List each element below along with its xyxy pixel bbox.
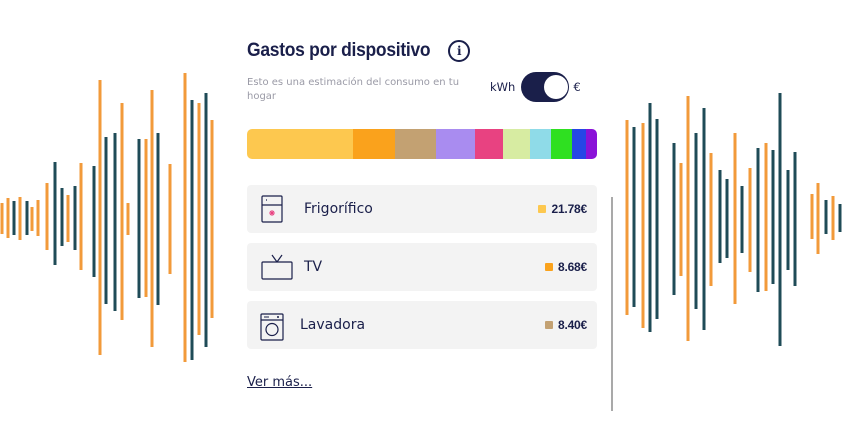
unit-toggle-switch[interactable] [521, 72, 570, 102]
device-row-washing-machine[interactable]: Lavadora 8.40€ [247, 301, 597, 349]
device-name: Frigorífico [304, 201, 373, 217]
device-value: 8.40€ [544, 318, 587, 332]
bar-segment-6 [503, 129, 530, 159]
page-title: Gastos por dispositivo [247, 40, 431, 61]
bar-segment-8 [551, 129, 573, 159]
device-name: TV [304, 259, 323, 275]
device-row-tv[interactable]: TV 8.68€ [247, 243, 597, 291]
euro-label: € [573, 80, 581, 94]
subtitle: Esto es una estimación del consumo en tu… [247, 77, 460, 102]
bar-segment-10 [586, 129, 597, 159]
scrollbar[interactable] [611, 197, 613, 411]
consumption-bar [247, 129, 597, 159]
device-expenses-card: Gastos por dispositivo i Esto es una est… [247, 30, 607, 112]
device-value: 21.78€ [538, 202, 587, 216]
device-list: Frigorífico 21.78€ TV 8.68€ Lavadora 8 [247, 185, 597, 359]
device-cost: 21.78€ [551, 202, 587, 216]
toggle-knob [544, 75, 569, 99]
device-row-fridge[interactable]: Frigorífico 21.78€ [247, 185, 597, 233]
color-swatch [538, 205, 547, 213]
bar-segment-1 [247, 129, 354, 159]
device-cost: 8.40€ [557, 318, 587, 332]
unit-toggle-group: kWh € [490, 72, 581, 102]
bar-segment-7 [529, 129, 552, 159]
washing-machine-icon [260, 313, 284, 341]
info-icon[interactable]: i [448, 40, 471, 62]
bar-segment-2 [353, 129, 396, 159]
bar-segment-9 [572, 129, 587, 159]
tv-icon [261, 254, 293, 280]
device-value: 8.68€ [544, 260, 587, 274]
device-name: Lavadora [300, 317, 366, 333]
see-more-link[interactable]: Ver más... [247, 375, 313, 390]
color-swatch [544, 263, 553, 271]
bar-segment-4 [436, 129, 476, 159]
color-swatch [544, 321, 553, 329]
bar-segment-5 [475, 129, 504, 159]
bar-segment-3 [395, 129, 437, 159]
kwh-label: kWh [490, 80, 516, 94]
device-cost: 8.68€ [557, 260, 587, 274]
fridge-icon [261, 195, 283, 223]
